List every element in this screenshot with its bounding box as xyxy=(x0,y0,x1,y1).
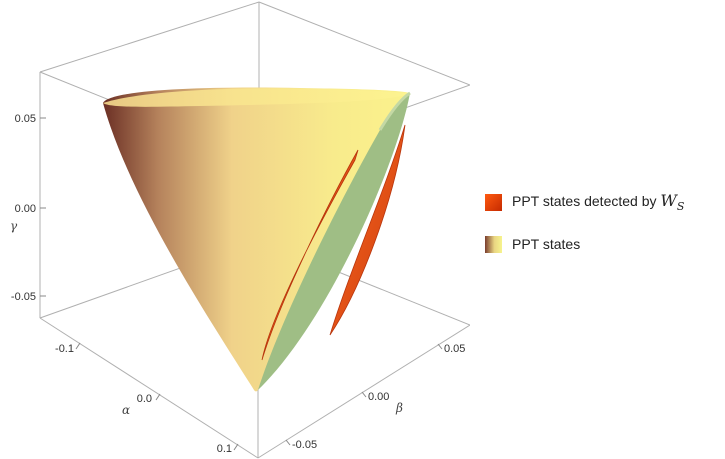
alpha-tick-2: 0.0 xyxy=(137,393,152,405)
gamma-tick-3: -0.05 xyxy=(11,291,36,303)
legend-label-detected: PPT states detected by WS xyxy=(512,190,685,214)
detected-region-left xyxy=(261,149,359,361)
beta-axis-label: β xyxy=(395,401,403,415)
legend-item-ppt: PPT states xyxy=(485,232,721,256)
beta-tick-1: -0.05 xyxy=(292,439,317,451)
alpha-axis-label: α xyxy=(122,403,130,417)
alpha-tick-3: 0.1 xyxy=(217,443,232,455)
legend-item-detected: PPT states detected by WS xyxy=(485,190,721,214)
inner-green-surface xyxy=(258,93,410,390)
legend-label-ppt: PPT states xyxy=(512,236,581,252)
cone-top-rim xyxy=(103,88,410,107)
beta-tick-3: 0.05 xyxy=(444,343,465,355)
gamma-axis-label: γ xyxy=(10,219,18,233)
legend: PPT states detected by WS PPT states xyxy=(485,190,721,274)
beta-tick-2: 0.00 xyxy=(368,391,389,403)
ws-symbol: WS xyxy=(660,190,685,214)
detected-region-right xyxy=(329,124,406,336)
gamma-tick-1: 0.05 xyxy=(15,113,36,125)
legend-swatch-red xyxy=(485,193,502,211)
3d-plot: 0.05 0.00 -0.05 γ -0.1 0.0 0.1 α -0.05 0… xyxy=(10,1,470,459)
ppt-surface xyxy=(103,87,411,392)
cone-body xyxy=(103,87,410,392)
gamma-axis xyxy=(40,117,46,297)
legend-swatch-yellow xyxy=(485,235,502,253)
green-rim xyxy=(378,91,411,131)
gamma-tick-2: 0.00 xyxy=(15,203,36,215)
alpha-tick-1: -0.1 xyxy=(55,343,74,355)
